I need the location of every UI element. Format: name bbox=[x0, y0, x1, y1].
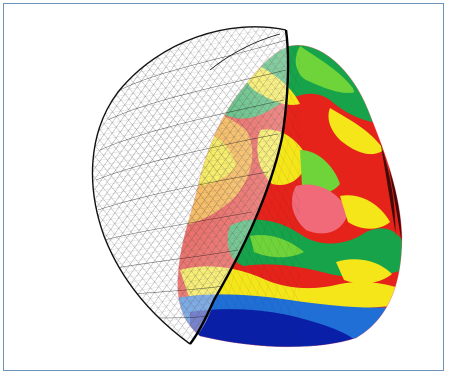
mesh-surface-illustration bbox=[91, 26, 403, 348]
